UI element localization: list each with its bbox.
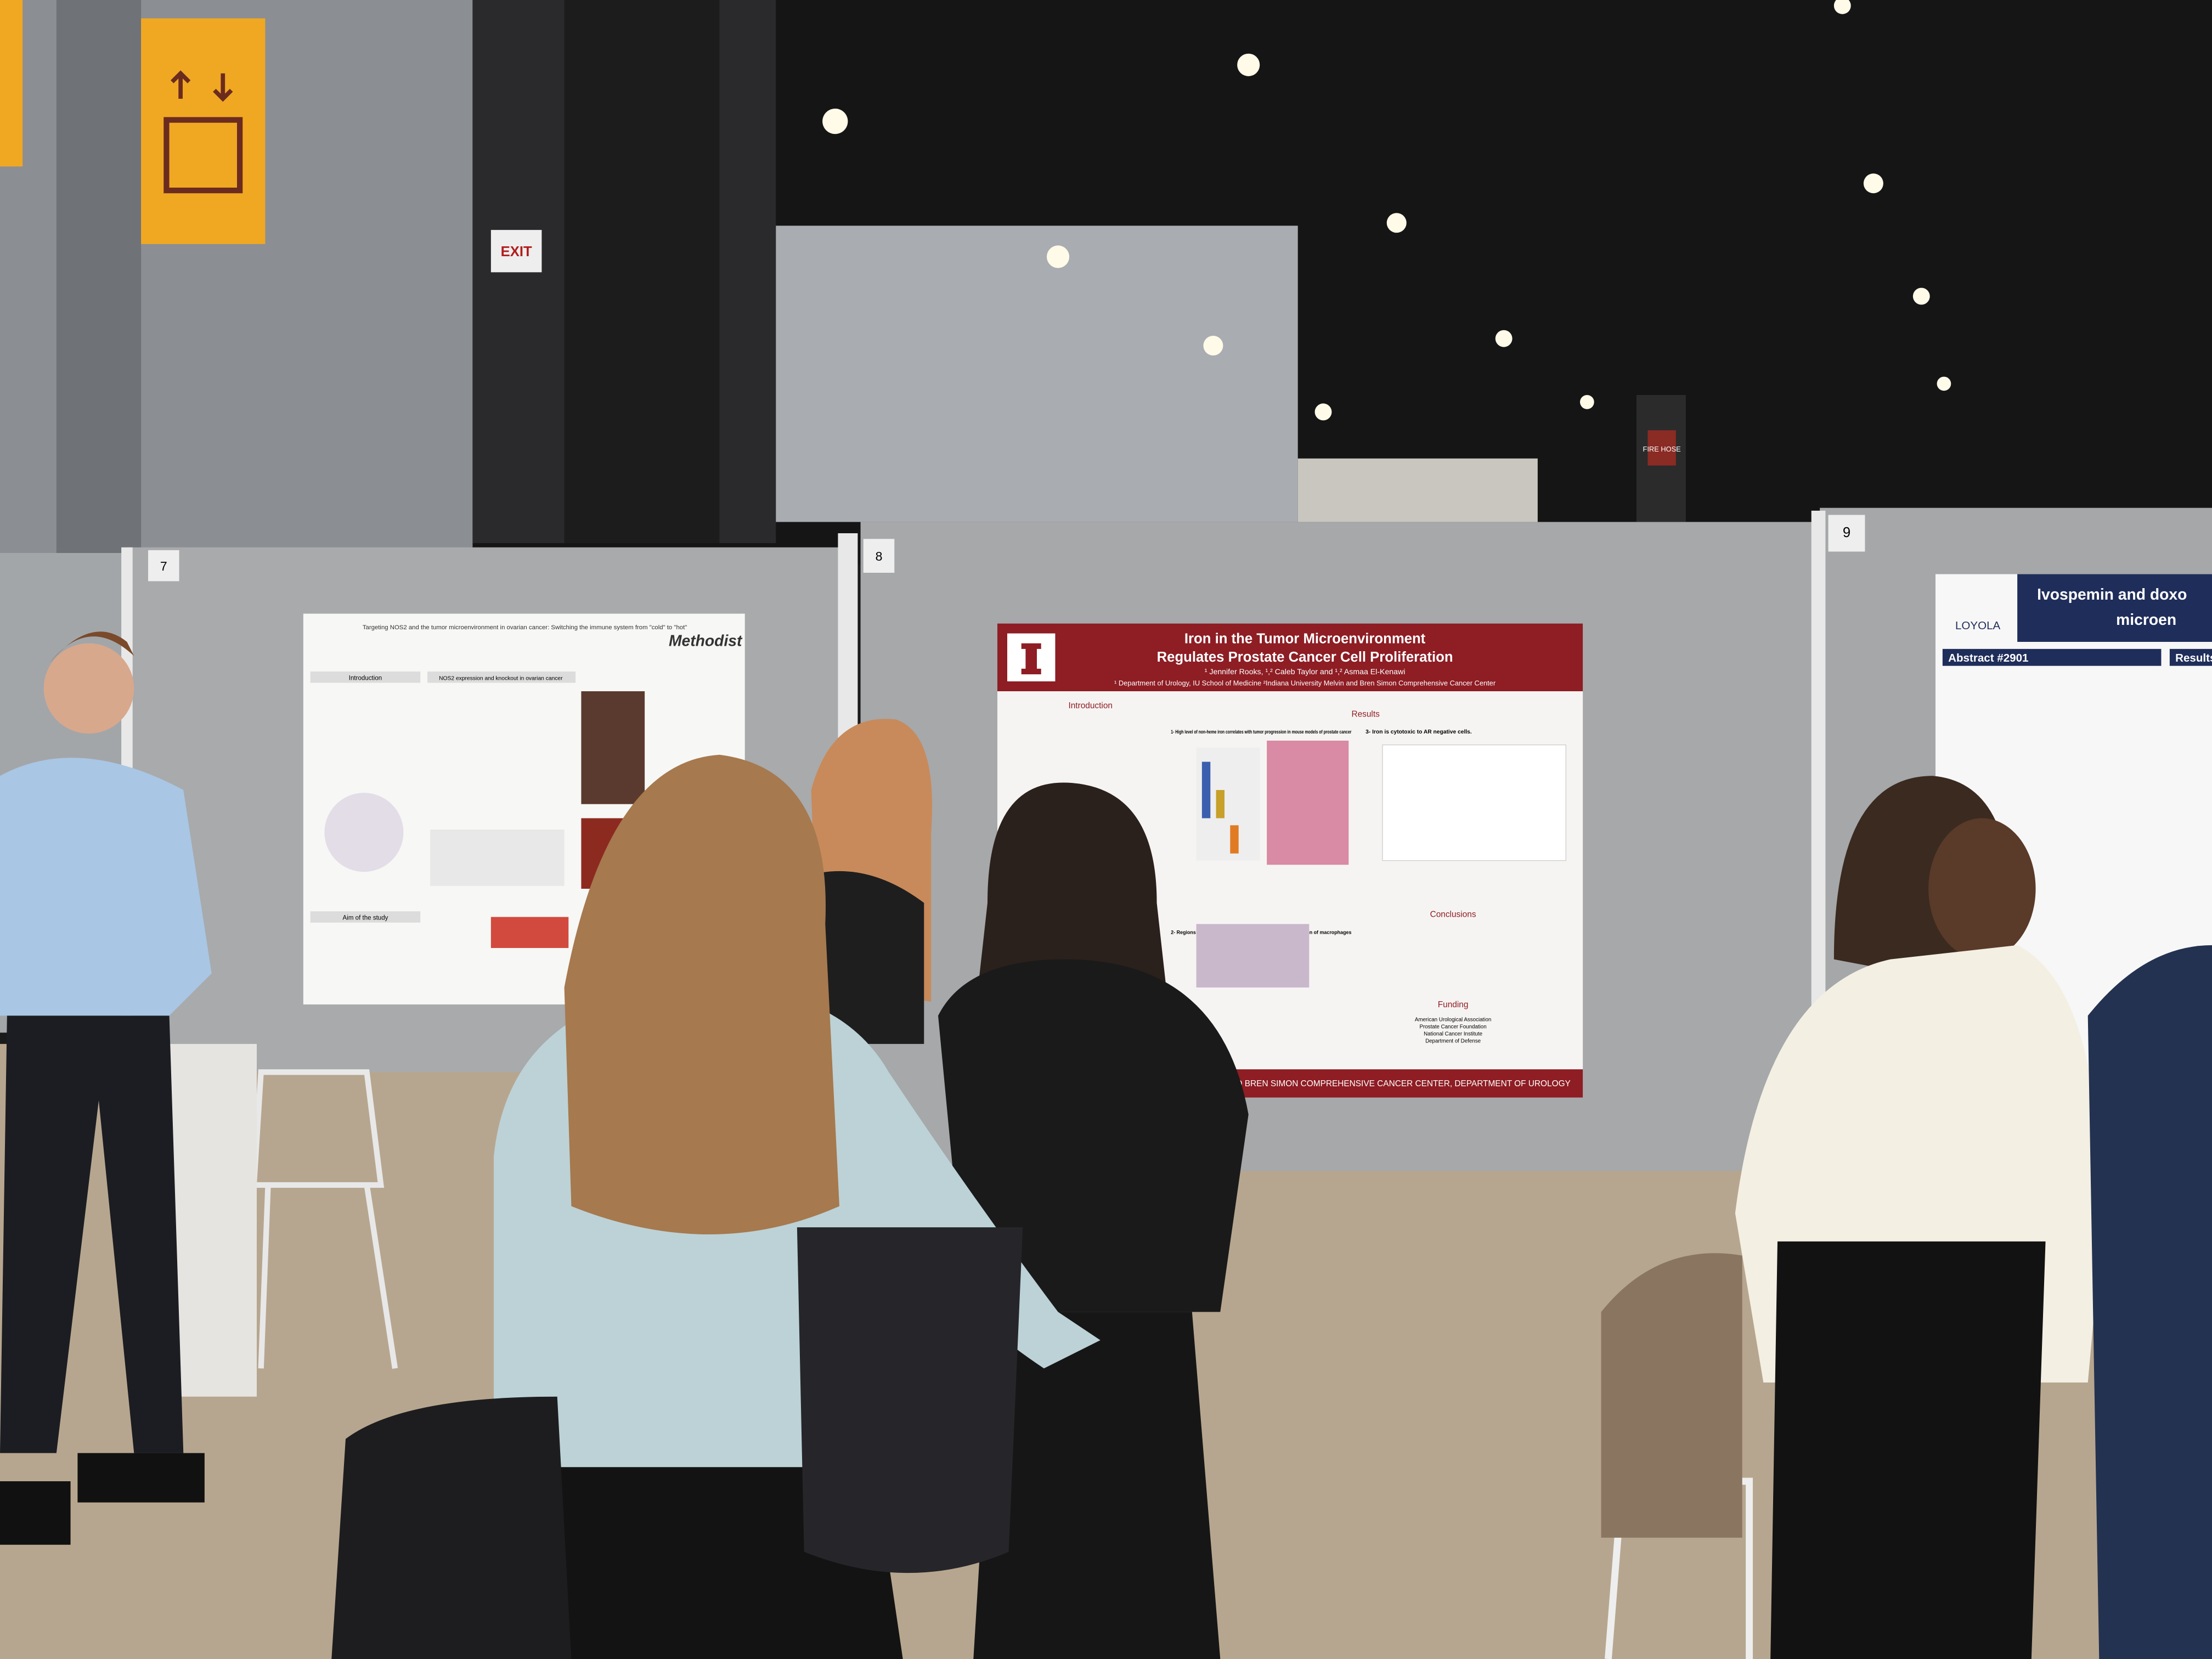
board-number: 7 [160, 559, 167, 573]
jacket [811, 871, 924, 1044]
light [1937, 376, 1951, 391]
hair [49, 631, 134, 663]
jacket-on-chair [1601, 1253, 1742, 1538]
light [1386, 213, 1407, 233]
back-wall-right [1297, 458, 1538, 522]
elevator-sign [141, 18, 266, 244]
trousers [0, 1015, 184, 1453]
poster-title: Ivospemin and doxo [2037, 585, 2187, 603]
section-bar [427, 672, 576, 683]
person-front [331, 754, 1101, 1659]
section-heading: Abstract #2901 [1948, 652, 2028, 664]
light [1314, 403, 1332, 421]
light [1495, 330, 1513, 347]
person-black-jacket [938, 782, 1249, 1659]
exit-sign [490, 230, 542, 273]
funding-item: Department of Defense [1425, 1038, 1481, 1044]
section-heading: Funding [1438, 1000, 1469, 1009]
light [1833, 0, 1851, 14]
shoes [0, 1453, 205, 1545]
black-bag [331, 1396, 572, 1659]
wall-column [56, 0, 142, 557]
head [1928, 818, 2036, 960]
figure-bar [1216, 790, 1224, 819]
section-bar [310, 672, 421, 683]
figure [1382, 744, 1566, 861]
board-number: 9 [1843, 525, 1850, 540]
person-edge [2087, 945, 2212, 1659]
poster-title: Iron in the Tumor Microenvironment [1184, 631, 1426, 647]
fire-hose-box [1647, 430, 1676, 466]
section-heading: Aim of the study [343, 915, 388, 922]
section-heading: Introduction [1068, 701, 1113, 710]
section-heading: Results [2175, 652, 2212, 664]
section-bar [2169, 648, 2212, 666]
section-heading: Introduction [349, 675, 382, 681]
sign-edge [0, 0, 23, 167]
figure [581, 691, 645, 804]
hair [564, 754, 839, 1234]
shirt [0, 758, 212, 1016]
light [1580, 395, 1594, 409]
person-right [1735, 776, 2102, 1659]
light [1203, 336, 1223, 356]
board-number: 8 [876, 549, 883, 563]
poster-header [997, 623, 1583, 691]
elevator-arrows [170, 70, 233, 102]
funding-item: American Urological Association [1415, 1017, 1492, 1023]
pillar-curtain [564, 0, 720, 543]
section-heading: Conclusions [1430, 910, 1476, 919]
poster-logo: Methodist [669, 632, 743, 650]
board-number-card [1828, 515, 1865, 552]
funding-item: Prostate Cancer Foundation [1419, 1024, 1486, 1030]
funding-item: National Cancer Institute [1424, 1031, 1482, 1037]
exit-label: EXIT [501, 244, 532, 259]
figure-bar [1201, 761, 1211, 819]
table [169, 1043, 257, 1397]
head [43, 643, 134, 734]
result-subheading: 3- Iron is cytotoxic to AR negative cell… [1365, 729, 1472, 735]
person-center-left [811, 719, 932, 1044]
section-bar [1942, 648, 2162, 666]
poster-title: Targeting NOS2 and the tumor microenviro… [363, 624, 687, 631]
poster-logo: LOYOLA [1955, 619, 2001, 632]
back-wall [776, 225, 1298, 522]
poster-footer-text: VIN AND BREN SIMON COMPREHENSIVE CANCER … [1209, 1079, 1571, 1088]
poster-title: Regulates Prostate Cancer Cell Prolifera… [1157, 650, 1453, 665]
jacket [938, 959, 1249, 1312]
poster-title: microen [2116, 611, 2176, 628]
section-bar [310, 911, 421, 923]
light [1863, 173, 1883, 194]
light [1237, 53, 1260, 76]
trousers [1770, 1241, 2046, 1659]
light [822, 109, 848, 134]
fire-hose-sign: FIRE HOSE [1643, 445, 1681, 453]
person-left [0, 631, 212, 1545]
light [1047, 245, 1070, 268]
poster-affiliation: ¹ Department of Urology, IU School of Me… [1114, 679, 1496, 687]
poster-authors: ¹ Jennifer Rooks, ¹,² Caleb Taylor and ¹… [1205, 667, 1406, 676]
light [1912, 287, 1930, 305]
board-number-card [148, 550, 179, 582]
figure [490, 917, 569, 948]
section-heading: NOS2 expression and knockout in ovarian … [439, 675, 563, 681]
histology [1196, 924, 1310, 988]
histology [1267, 741, 1349, 865]
result-subheading: 1- High level of non-heme iron correlate… [1171, 729, 1351, 735]
elevator-icon [163, 117, 243, 194]
trousers [973, 1312, 1221, 1659]
poster-header [2017, 574, 2212, 642]
figure-bar [1230, 825, 1239, 854]
iu-logo [1021, 643, 1041, 675]
figure [324, 793, 404, 872]
section-heading: Results [1351, 709, 1380, 719]
board-number-card [863, 539, 895, 573]
ceiling-lights [822, 0, 1951, 421]
figure [430, 830, 565, 886]
tote-bag [797, 1227, 1023, 1573]
